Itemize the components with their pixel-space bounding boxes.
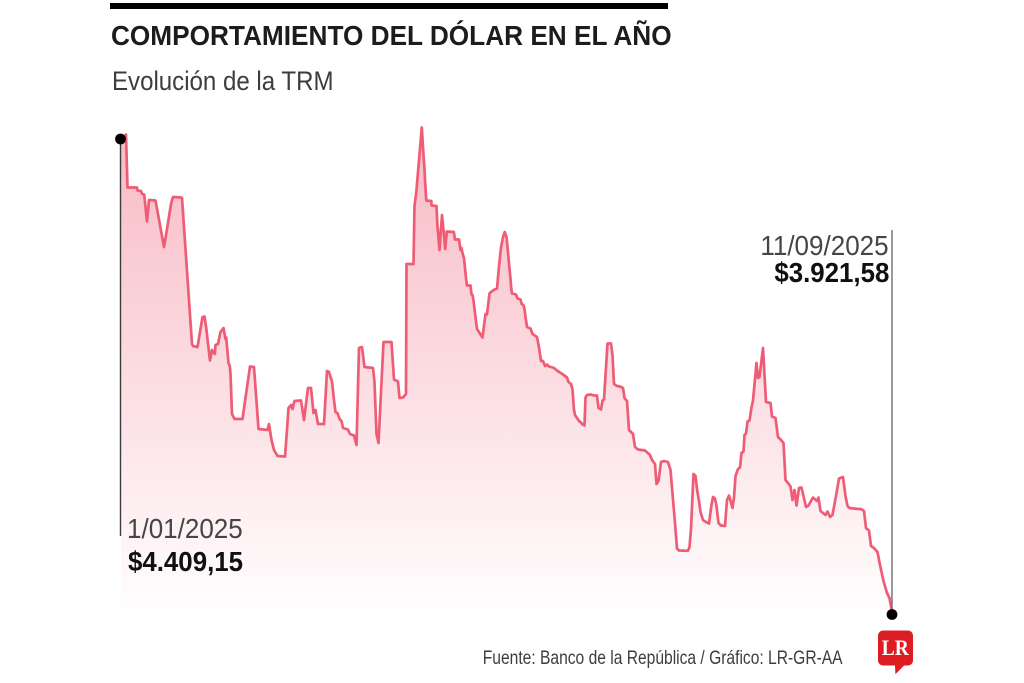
svg-text:LR: LR	[882, 635, 910, 660]
